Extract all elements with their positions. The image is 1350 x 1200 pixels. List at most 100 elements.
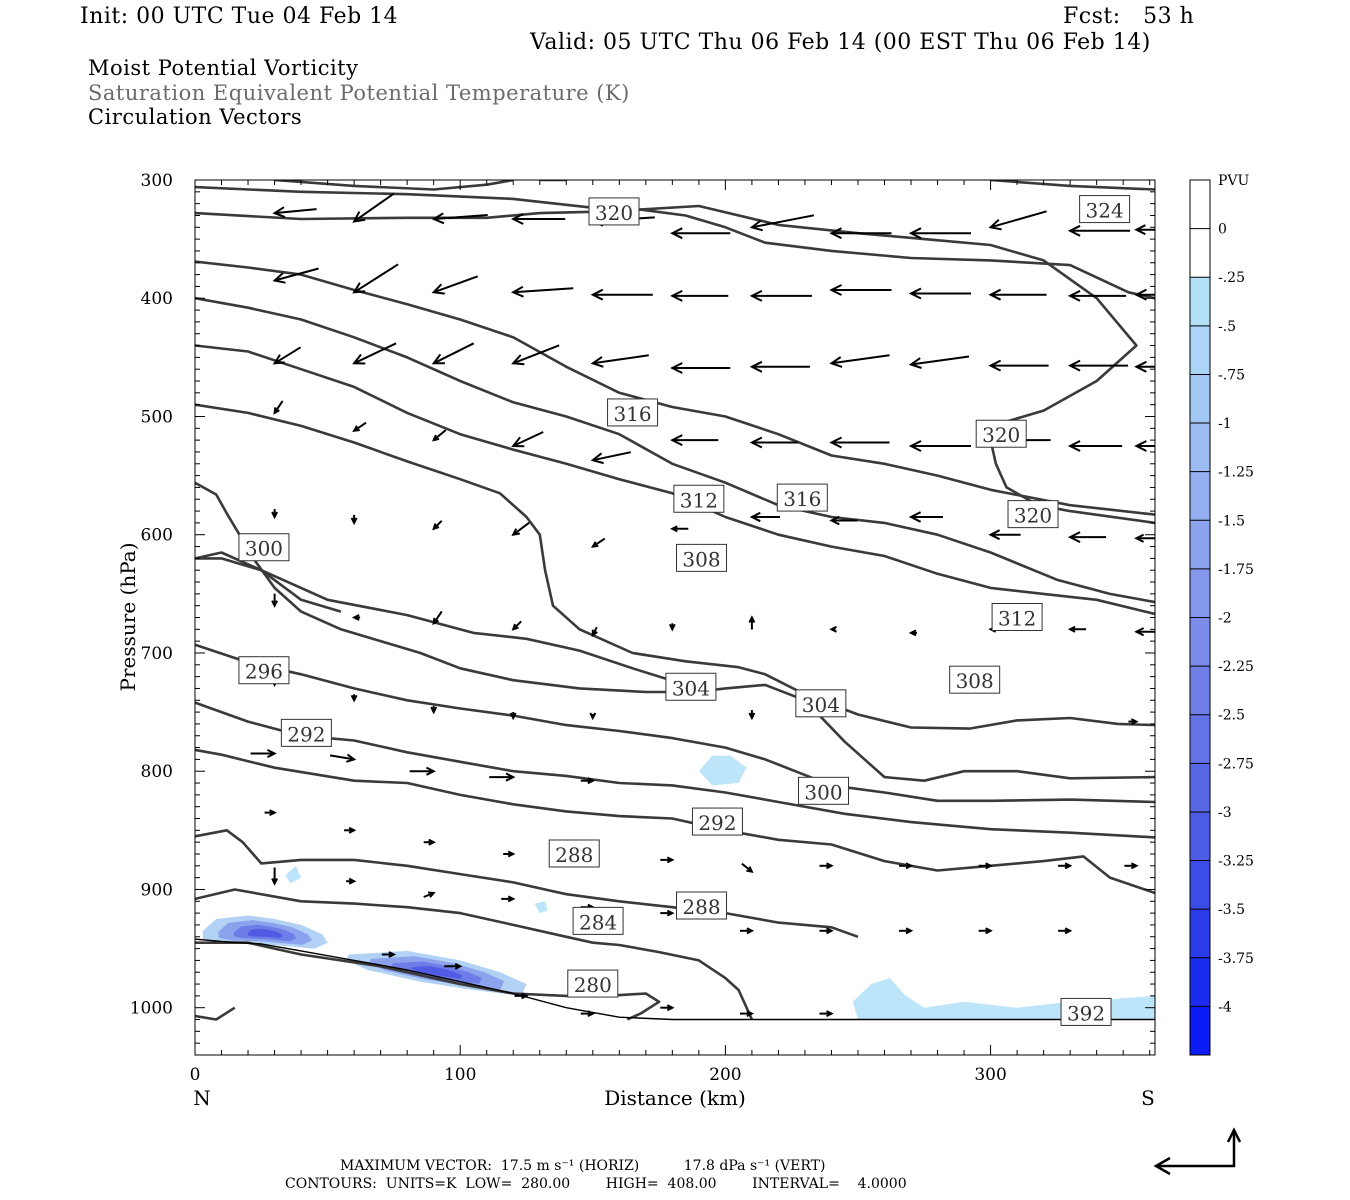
theta-contour-line	[195, 296, 1155, 604]
contour-label-box	[607, 398, 659, 427]
vector-head	[505, 772, 516, 782]
circulation-vector-arrow	[1134, 360, 1155, 373]
vector-head	[266, 749, 277, 758]
vector-head	[670, 290, 683, 302]
vector-head	[829, 284, 842, 296]
contour-label: 316	[783, 487, 821, 511]
vector-head	[346, 753, 357, 763]
vector-head	[388, 951, 397, 958]
vector-head	[511, 436, 525, 448]
circulation-vector-arrow	[988, 529, 1021, 541]
contour-label-box	[975, 419, 1027, 448]
theta-contour-line	[274, 180, 514, 191]
vector-head	[988, 288, 1002, 301]
colorbar-label: -1.75	[1218, 562, 1254, 578]
contour-label: 300	[245, 537, 283, 561]
contour-label: 308	[682, 547, 720, 571]
circulation-vector-arrow	[899, 862, 914, 870]
circulation-vector-arrow	[272, 206, 317, 219]
contour-label: 312	[998, 607, 1036, 631]
circulation-vector-arrow	[271, 867, 278, 886]
colorbar-swatch	[1190, 520, 1210, 570]
vector-head	[352, 425, 360, 432]
circulation-vector-arrow	[511, 344, 560, 366]
vector-head	[1134, 224, 1146, 236]
vector-head	[590, 356, 604, 368]
vector-head	[428, 838, 436, 846]
valid-time: Valid: 05 UTC Thu 06 Feb 14 (00 EST Thu …	[530, 30, 1151, 55]
vector-shaft	[433, 214, 488, 220]
vector-shaft	[433, 342, 475, 365]
circulation-vector-arrow	[352, 192, 395, 223]
x-tick-label: 100	[444, 1065, 476, 1085]
colorbar-label: -3	[1218, 805, 1232, 821]
contour-label-box	[676, 891, 728, 920]
vector-head	[350, 694, 358, 703]
circulation-vector-arrow	[351, 614, 361, 621]
colorbar-swatch	[1190, 714, 1210, 764]
circulation-vector-arrow	[988, 359, 1049, 372]
circulation-vector-arrow	[511, 431, 544, 448]
vector-head	[748, 615, 756, 623]
circulation-vector-arrow	[739, 927, 755, 935]
vector-head	[431, 212, 445, 225]
vector-head	[352, 211, 366, 223]
x-axis-label: Distance (km)	[604, 1086, 746, 1110]
circulation-vector-arrow	[739, 1010, 755, 1017]
vector-shaft	[751, 214, 815, 229]
vector-head	[271, 600, 278, 608]
circulation-vector-arrow	[273, 400, 284, 415]
circulation-vector-arrow	[1134, 533, 1155, 543]
circulation-vector-arrow	[829, 354, 890, 368]
vector-head	[826, 862, 834, 870]
circulation-vector-arrow	[423, 838, 436, 846]
colorbar-swatch	[1190, 860, 1210, 910]
vector-head	[589, 712, 597, 721]
circulation-vector-arrow	[1134, 627, 1155, 637]
theta-contour-line	[195, 344, 1155, 616]
circulation-vector-arrow	[819, 862, 834, 870]
circulation-vector-arrow	[908, 355, 970, 369]
vector-head	[1067, 359, 1081, 372]
vector-shaft	[592, 354, 649, 365]
x-tick-label: 0	[190, 1065, 201, 1085]
circulation-vector-arrow	[431, 212, 488, 225]
contour-label-box	[238, 533, 290, 562]
circulation-vector-arrow	[381, 951, 397, 958]
vector-shaft	[274, 208, 317, 215]
vector-head	[430, 706, 438, 715]
circulation-vector-arrow	[431, 342, 475, 365]
vector-head	[509, 712, 517, 721]
circulation-vector-arrow	[501, 895, 516, 903]
colorbar-label: -.25	[1218, 270, 1245, 286]
contour-label: 304	[802, 693, 840, 717]
vector-head	[905, 927, 914, 935]
colorbar-swatch	[1190, 374, 1210, 424]
circulation-vector-arrow	[670, 362, 731, 374]
field-title-theta: Saturation Equivalent Potential Temperat…	[88, 81, 630, 105]
circulation-vector-arrow	[431, 275, 479, 295]
circulation-vector-arrow	[1134, 440, 1155, 452]
vector-head	[749, 436, 763, 449]
contour-label-box	[795, 689, 847, 718]
circulation-vector-arrow	[590, 354, 649, 368]
vector-head	[1064, 862, 1073, 870]
x-end-label-north: N	[193, 1086, 211, 1110]
circulation-vector-arrow	[748, 615, 756, 630]
circulation-vector-arrow	[272, 346, 302, 365]
vector-head	[1130, 718, 1139, 725]
y-tick-label: 1000	[130, 999, 173, 1019]
circulation-vector-arrow	[1067, 531, 1107, 543]
vector-shaft	[433, 275, 479, 294]
colorbar-label: -3.5	[1218, 902, 1245, 918]
max-vector-note: MAXIMUM VECTOR: 17.5 m s⁻¹ (HORIZ) 17.8 …	[340, 1158, 826, 1174]
vector-head	[1064, 927, 1073, 935]
circulation-vector-arrow	[430, 706, 438, 715]
vector-head	[829, 227, 842, 240]
contour-label-box	[676, 543, 728, 572]
vector-shaft	[831, 354, 890, 365]
vector-head	[1067, 290, 1081, 302]
colorbar-swatch	[1190, 325, 1210, 375]
circulation-vector-arrow	[432, 610, 443, 626]
colorbar-label: -2.25	[1218, 659, 1254, 675]
